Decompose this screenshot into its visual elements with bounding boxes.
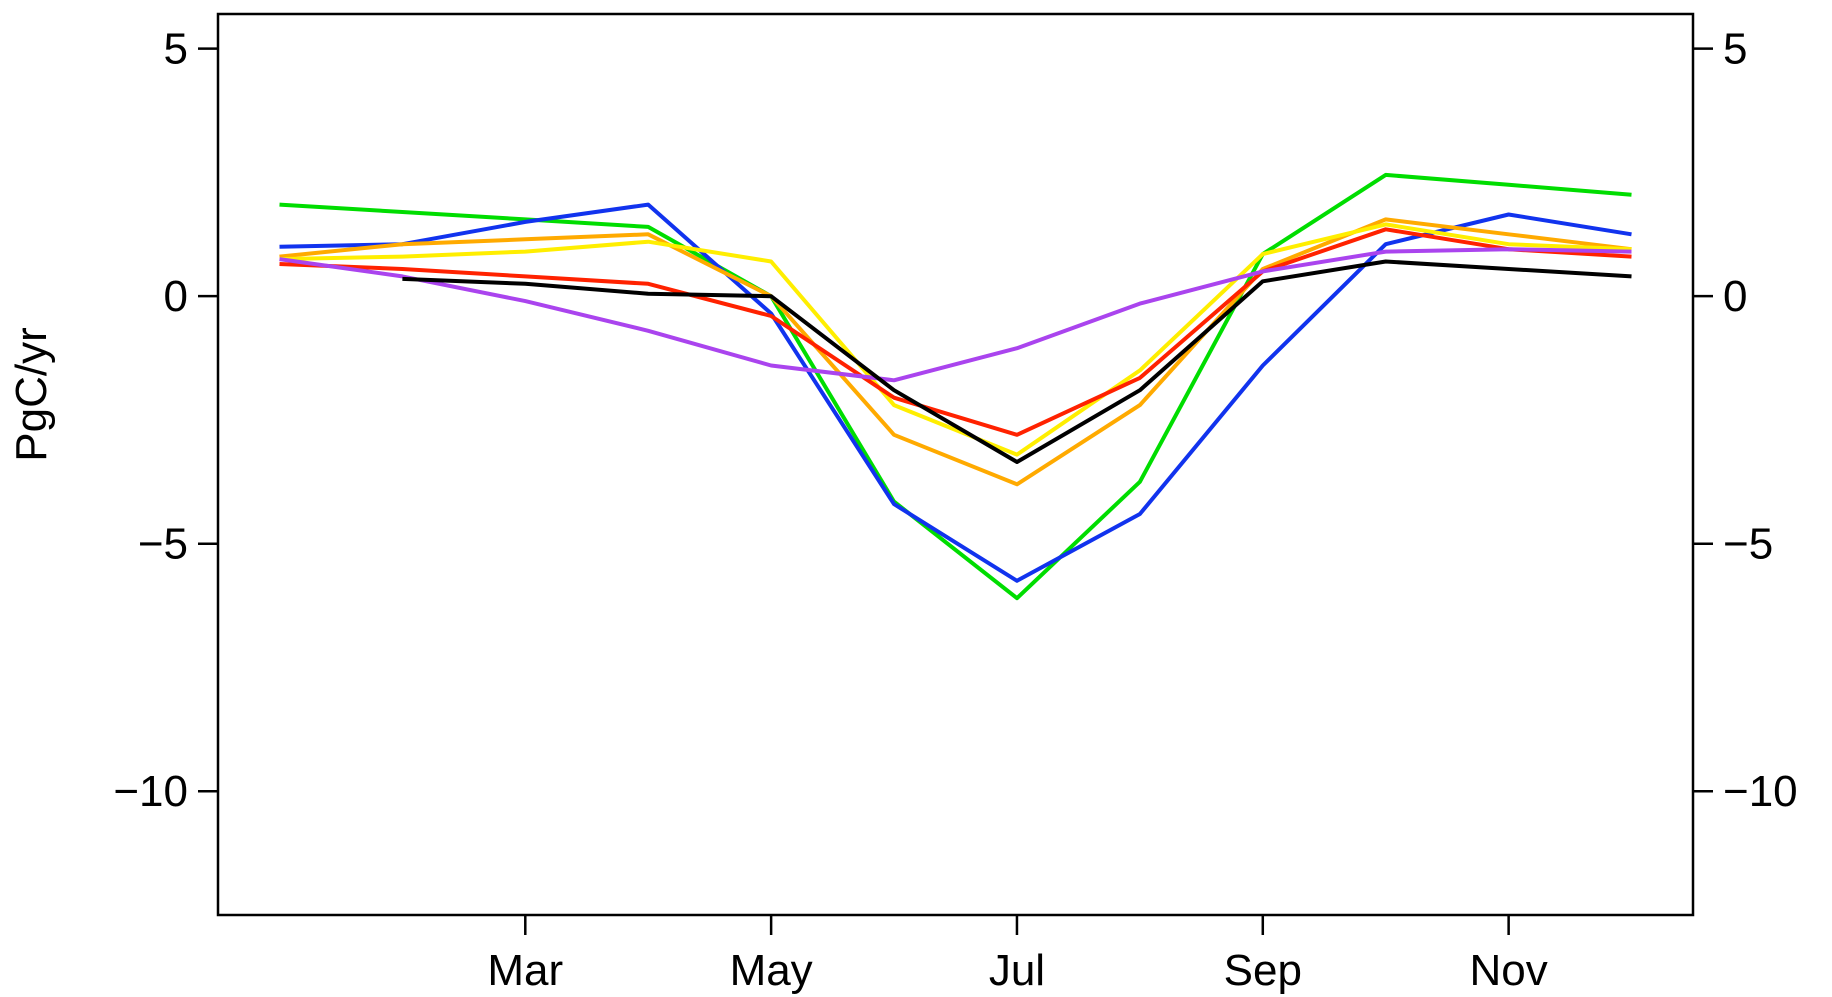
- x-axis: Mar May Jul Sep Nov: [487, 915, 1548, 995]
- x-tick-label: Nov: [1470, 946, 1548, 995]
- y-tick-label-left: −5: [138, 520, 188, 569]
- left-y-axis: 5 0 −5 −10: [113, 25, 218, 816]
- y-tick-label-right: 5: [1723, 25, 1747, 74]
- y-tick-label-left: 5: [164, 25, 188, 74]
- series-line-1: [279, 172, 1632, 601]
- y-axis-label: PgC/yr: [7, 327, 56, 461]
- y-tick-label-left: 0: [164, 272, 188, 321]
- x-tick-label: Jul: [989, 946, 1045, 995]
- y-tick-label-right: −5: [1723, 520, 1773, 569]
- plot-frame: [216, 12, 1695, 917]
- series-line-3: [279, 217, 1632, 487]
- series-layer: [279, 172, 1632, 601]
- right-y-axis: 5 0 −5 −10: [1693, 25, 1798, 816]
- y-tick-label-right: −10: [1723, 767, 1798, 816]
- series-line-2: [279, 202, 1632, 583]
- series-line-4: [279, 222, 1632, 457]
- series-line-7: [402, 259, 1632, 464]
- x-tick-label: May: [730, 946, 813, 995]
- x-tick-label: Mar: [487, 946, 563, 995]
- x-tick-label: Sep: [1224, 946, 1302, 995]
- y-tick-label-right: 0: [1723, 272, 1747, 321]
- y-tick-label-left: −10: [113, 767, 188, 816]
- series-line-6: [279, 247, 1632, 383]
- series-line-5: [279, 227, 1632, 437]
